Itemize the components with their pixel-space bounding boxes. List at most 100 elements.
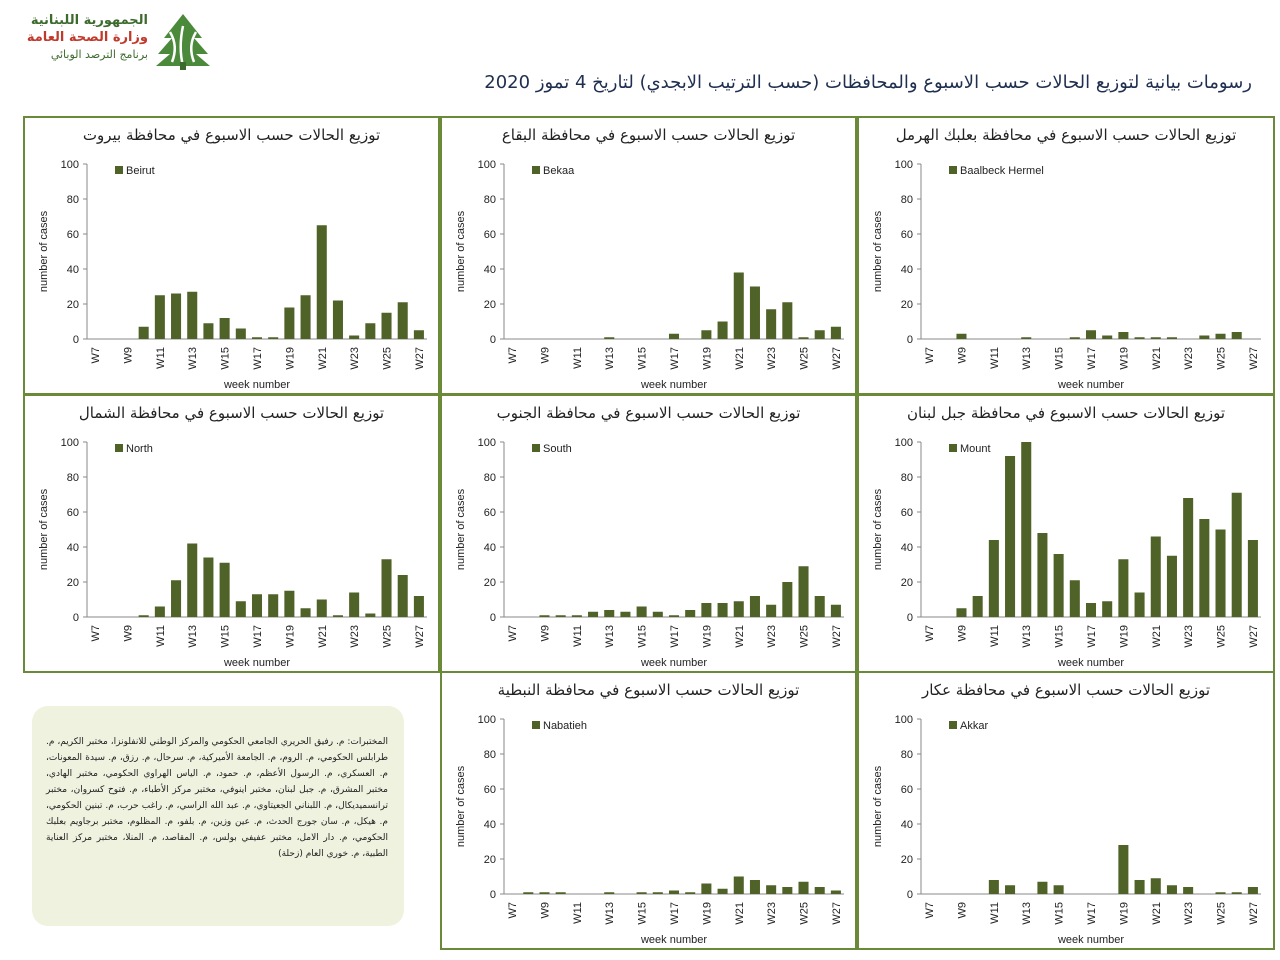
x-tick-label: W23 [766,347,778,370]
bar-w25 [1215,333,1226,339]
x-tick-label: W17 [252,347,264,370]
bar-w18 [1102,335,1113,339]
bar-w24 [1199,335,1210,339]
x-tick-label: W9 [539,902,551,919]
bar-w16 [1069,337,1080,339]
bar-w13 [604,337,615,339]
x-tick-label: W19 [1118,902,1130,925]
bar-w11 [154,295,165,339]
x-tick-label: W25 [799,625,811,648]
bar-w14 [1037,881,1048,894]
ministry-logo-text: الجمهورية اللبنانية وزارة الصحة العامة ب… [18,12,148,63]
bar-w23 [766,604,777,617]
x-tick-label: W23 [766,625,778,648]
bar-w26 [397,302,408,339]
x-axis-label: week number [223,379,290,391]
chart-panel-beirut: توزيع الحالات حسب الاسبوع في محافظة بيرو… [23,116,440,395]
bar-w12 [171,580,182,617]
bar-w15 [1053,554,1064,617]
bar-w24 [782,887,793,894]
bar-w26 [814,330,825,339]
chart-panel-baalbeck-hermel: توزيع الحالات حسب الاسبوع في محافظة بعلب… [857,116,1275,395]
x-tick-label: W7 [924,347,936,364]
bar-w23 [349,335,360,339]
x-axis-label: week number [1057,379,1124,391]
x-tick-label: W25 [799,902,811,925]
bar-w21 [733,601,744,617]
x-tick-label: W21 [1151,625,1163,648]
y-tick-label: 40 [484,819,496,831]
x-tick-label: W13 [1021,347,1033,370]
chart-baalbeck-hermel: 0 20 40 60 80 100 W7 W9 W11 W13 W15 W17 W19 W21 W23 W25… [872,159,1261,391]
chart-panel-akkar: توزيع الحالات حسب الاسبوع في محافظة عكار… [857,671,1275,950]
bar-w21 [733,876,744,894]
x-tick-label: W23 [766,902,778,925]
legend-swatch [949,166,957,174]
legend-label: North [126,443,153,455]
bar-w11 [988,880,999,894]
x-tick-label: W17 [669,347,681,370]
bar-w15 [636,606,647,617]
x-tick-label: W11 [572,902,584,924]
bar-w17 [1085,330,1097,339]
y-axis-label: number of cases [455,210,467,292]
bar-w23 [349,592,360,617]
x-tick-label: W7 [507,902,519,919]
bar-w25 [381,312,392,339]
y-tick-label: 0 [907,612,913,624]
legend-label: Nabatieh [543,720,587,732]
bar-w18 [268,594,279,617]
bar-w22 [332,300,343,339]
bar-w23 [1183,498,1194,617]
chart-title: توزيع الحالات حسب الاسبوع في محافظة النب… [497,681,800,699]
bar-w17 [668,890,680,894]
bar-w23 [766,309,777,339]
x-tick-label: W9 [956,625,968,642]
bar-w10 [138,615,149,617]
y-tick-label: 40 [484,264,496,276]
bar-w25 [798,566,809,617]
bar-w12 [1005,456,1016,617]
y-tick-label: 60 [901,784,913,796]
bar-w20 [717,603,728,617]
x-tick-label: W11 [989,347,1001,369]
y-tick-label: 0 [490,612,496,624]
x-tick-label: W25 [799,347,811,370]
x-tick-label: W17 [252,625,264,648]
bar-w20 [1134,337,1145,339]
x-tick-label: W17 [669,625,681,648]
y-tick-label: 80 [484,472,496,484]
x-tick-label: W27 [1248,625,1260,648]
x-tick-label: W19 [284,347,296,370]
laboratories-note: المختبرات: م. رفيق الحريري الجامعي الحكو… [32,706,404,926]
x-tick-label: W23 [1183,902,1195,925]
bar-w23 [1183,887,1194,894]
x-tick-label: W27 [1248,902,1260,925]
bar-w21 [1150,337,1161,339]
bar-w25 [798,337,809,339]
y-tick-label: 0 [490,889,496,901]
y-tick-label: 80 [67,472,79,484]
x-tick-label: W7 [90,347,102,364]
bar-w10 [972,596,983,617]
x-tick-label: W27 [414,347,426,370]
y-tick-label: 20 [901,854,913,866]
bar-w15 [219,318,230,339]
bar-w24 [782,302,793,339]
bar-w12 [1005,885,1016,894]
bar-w19 [1118,845,1129,894]
y-axis-label: number of cases [455,765,467,847]
y-axis-label: number of cases [38,488,50,570]
bar-w20 [717,888,728,894]
bar-w17 [668,333,680,339]
bar-w27 [830,326,841,339]
bar-w10 [555,615,566,617]
bar-w16 [235,601,246,617]
bar-w17 [251,337,263,339]
x-tick-label: W11 [155,347,167,369]
x-tick-label: W25 [382,347,394,370]
x-tick-label: W19 [1118,625,1130,648]
x-tick-label: W13 [187,347,199,370]
main-title: رسومات بيانية لتوزيع الحالات حسب الاسبوع… [484,72,1252,93]
x-tick-label: W27 [831,347,843,370]
